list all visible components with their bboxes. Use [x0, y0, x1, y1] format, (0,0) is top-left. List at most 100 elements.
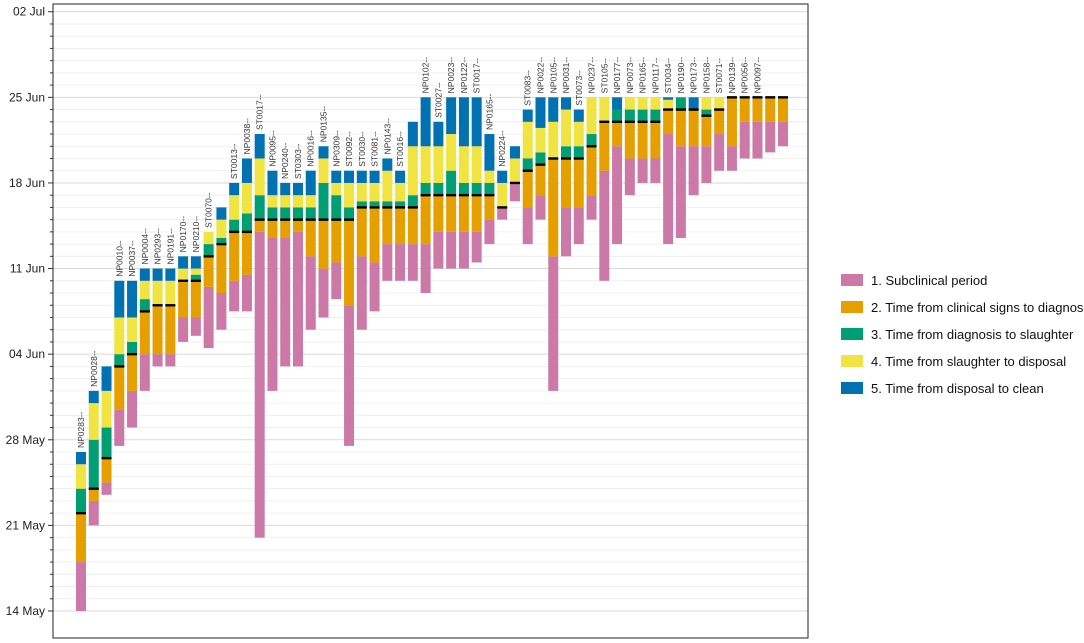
bar: [165, 268, 176, 367]
bar-segment-sub: [765, 121, 776, 153]
bar-label: NP0170--: [178, 216, 188, 253]
bar-segment-sub: [229, 280, 240, 312]
bar-segment-cli: [216, 244, 227, 294]
bar-segment-cli: [229, 231, 240, 281]
bar-segment-sub: [88, 500, 99, 526]
bar: [420, 97, 431, 294]
bar-segment-cli: [407, 207, 418, 245]
bar-segment-sub: [382, 244, 393, 281]
bar-segment-dia: [701, 109, 712, 116]
bar-segment-cli: [395, 207, 406, 245]
bar-segment-dia: [331, 195, 342, 220]
bar-segment-dis: [446, 97, 457, 135]
bar-segment-dis: [356, 170, 367, 183]
bar-segment-cli: [637, 121, 648, 159]
bar-segment-sub: [497, 207, 508, 220]
bar-segment-sla: [573, 121, 584, 147]
bar-segment-cli: [382, 207, 393, 245]
bar-segment-cli: [573, 158, 584, 208]
diagnosis-marker: [203, 255, 214, 258]
bar-segment-dia: [446, 170, 457, 196]
bar: [612, 97, 623, 245]
bar-segment-dia: [190, 274, 201, 281]
bar-segment-dia: [395, 201, 406, 208]
bar: [127, 280, 138, 428]
bar: [471, 97, 482, 263]
bar-segment-dis: [522, 109, 533, 122]
bar-label: NP0056--: [740, 57, 750, 94]
bar-segment-sub: [624, 158, 635, 196]
bar: [356, 170, 367, 330]
bar-label: NP0037--: [127, 240, 137, 277]
bar-segment-dis: [165, 268, 176, 281]
bar-segment-dia: [420, 182, 431, 196]
bar-segment-dis: [663, 97, 674, 100]
bar-segment-dis: [382, 158, 393, 171]
bar-segment-dis: [292, 182, 303, 196]
bar-segment-cli: [522, 170, 533, 208]
bar-label: ST0016--: [395, 131, 405, 167]
bar-segment-dis: [458, 97, 469, 147]
diagnosis-marker: [586, 145, 597, 148]
bar-segment-cli: [241, 231, 252, 275]
bar-segment-sla: [714, 97, 725, 110]
legend-label: 4. Time from slaughter to disposal: [871, 354, 1066, 369]
legend: 1. Subclinical period 2. Time from clinic…: [841, 273, 1084, 396]
bar-segment-sla: [586, 97, 597, 135]
bar-segment-dis: [216, 207, 227, 220]
plot-frame: [52, 3, 809, 639]
bar-segment-sla: [446, 134, 457, 171]
bar-segment-sla: [471, 146, 482, 183]
bar-label: NP0210--: [191, 216, 201, 253]
bar-segment-dis: [178, 256, 189, 269]
bar: [229, 182, 240, 312]
bar-label: ST0030--: [357, 131, 367, 167]
bar-segment-sub: [675, 146, 686, 238]
bar-label: NP0173--: [689, 57, 699, 94]
bar-segment-sla: [701, 97, 712, 110]
bar-segment-cli: [101, 458, 112, 483]
diagnosis-marker: [624, 120, 635, 123]
bar: [663, 97, 674, 245]
bar-segment-dia: [101, 427, 112, 459]
bar-segment-dis: [548, 97, 559, 122]
bar-segment-sub: [650, 158, 661, 183]
bar-segment-dia: [535, 152, 546, 165]
bar-segment-cli: [190, 280, 201, 318]
diagnosis-marker: [752, 96, 763, 99]
bar-segment-sub: [101, 482, 112, 495]
diagnosis-marker: [701, 114, 712, 117]
bar-segment-sub: [76, 562, 86, 611]
bar-segment-sla: [178, 268, 189, 281]
legend-label: 3. Time from diagnosis to slaughter: [871, 327, 1074, 342]
bar-segment-sla: [241, 182, 252, 214]
bar-segment-sub: [292, 231, 303, 367]
bar-label: NP0023--: [446, 57, 456, 94]
bar-segment-cli: [369, 207, 380, 263]
bar-segment-dia: [484, 182, 495, 196]
bar: [178, 256, 189, 342]
diagnosis-marker: [229, 230, 240, 234]
bar: [509, 146, 520, 202]
legend-label: 2. Time from clinical signs to diagnosis: [871, 300, 1084, 315]
bar-segment-cli: [752, 97, 763, 122]
diagnosis-marker: [114, 365, 125, 368]
bar-segment-cli: [446, 195, 457, 232]
bar-segment-sub: [344, 305, 355, 446]
diagnosis-marker: [382, 206, 393, 209]
diagnosis-marker: [139, 310, 150, 313]
bar-segment-dis: [76, 452, 86, 465]
bar-label: NP0191--: [165, 228, 175, 265]
bar-segment-sub: [612, 146, 623, 245]
bar-segment-dia: [586, 134, 597, 147]
bar: [318, 146, 329, 318]
bar-segment-dis: [190, 256, 201, 269]
bar-segment-cli: [561, 158, 572, 208]
diagnosis-marker: [280, 218, 291, 221]
bar: [701, 97, 712, 183]
bar-segment-sub: [446, 231, 457, 269]
bar-segment-sla: [152, 280, 163, 306]
bar-segment-sub: [203, 286, 214, 349]
bar-segment-dis: [267, 170, 278, 196]
bar: [765, 97, 776, 153]
